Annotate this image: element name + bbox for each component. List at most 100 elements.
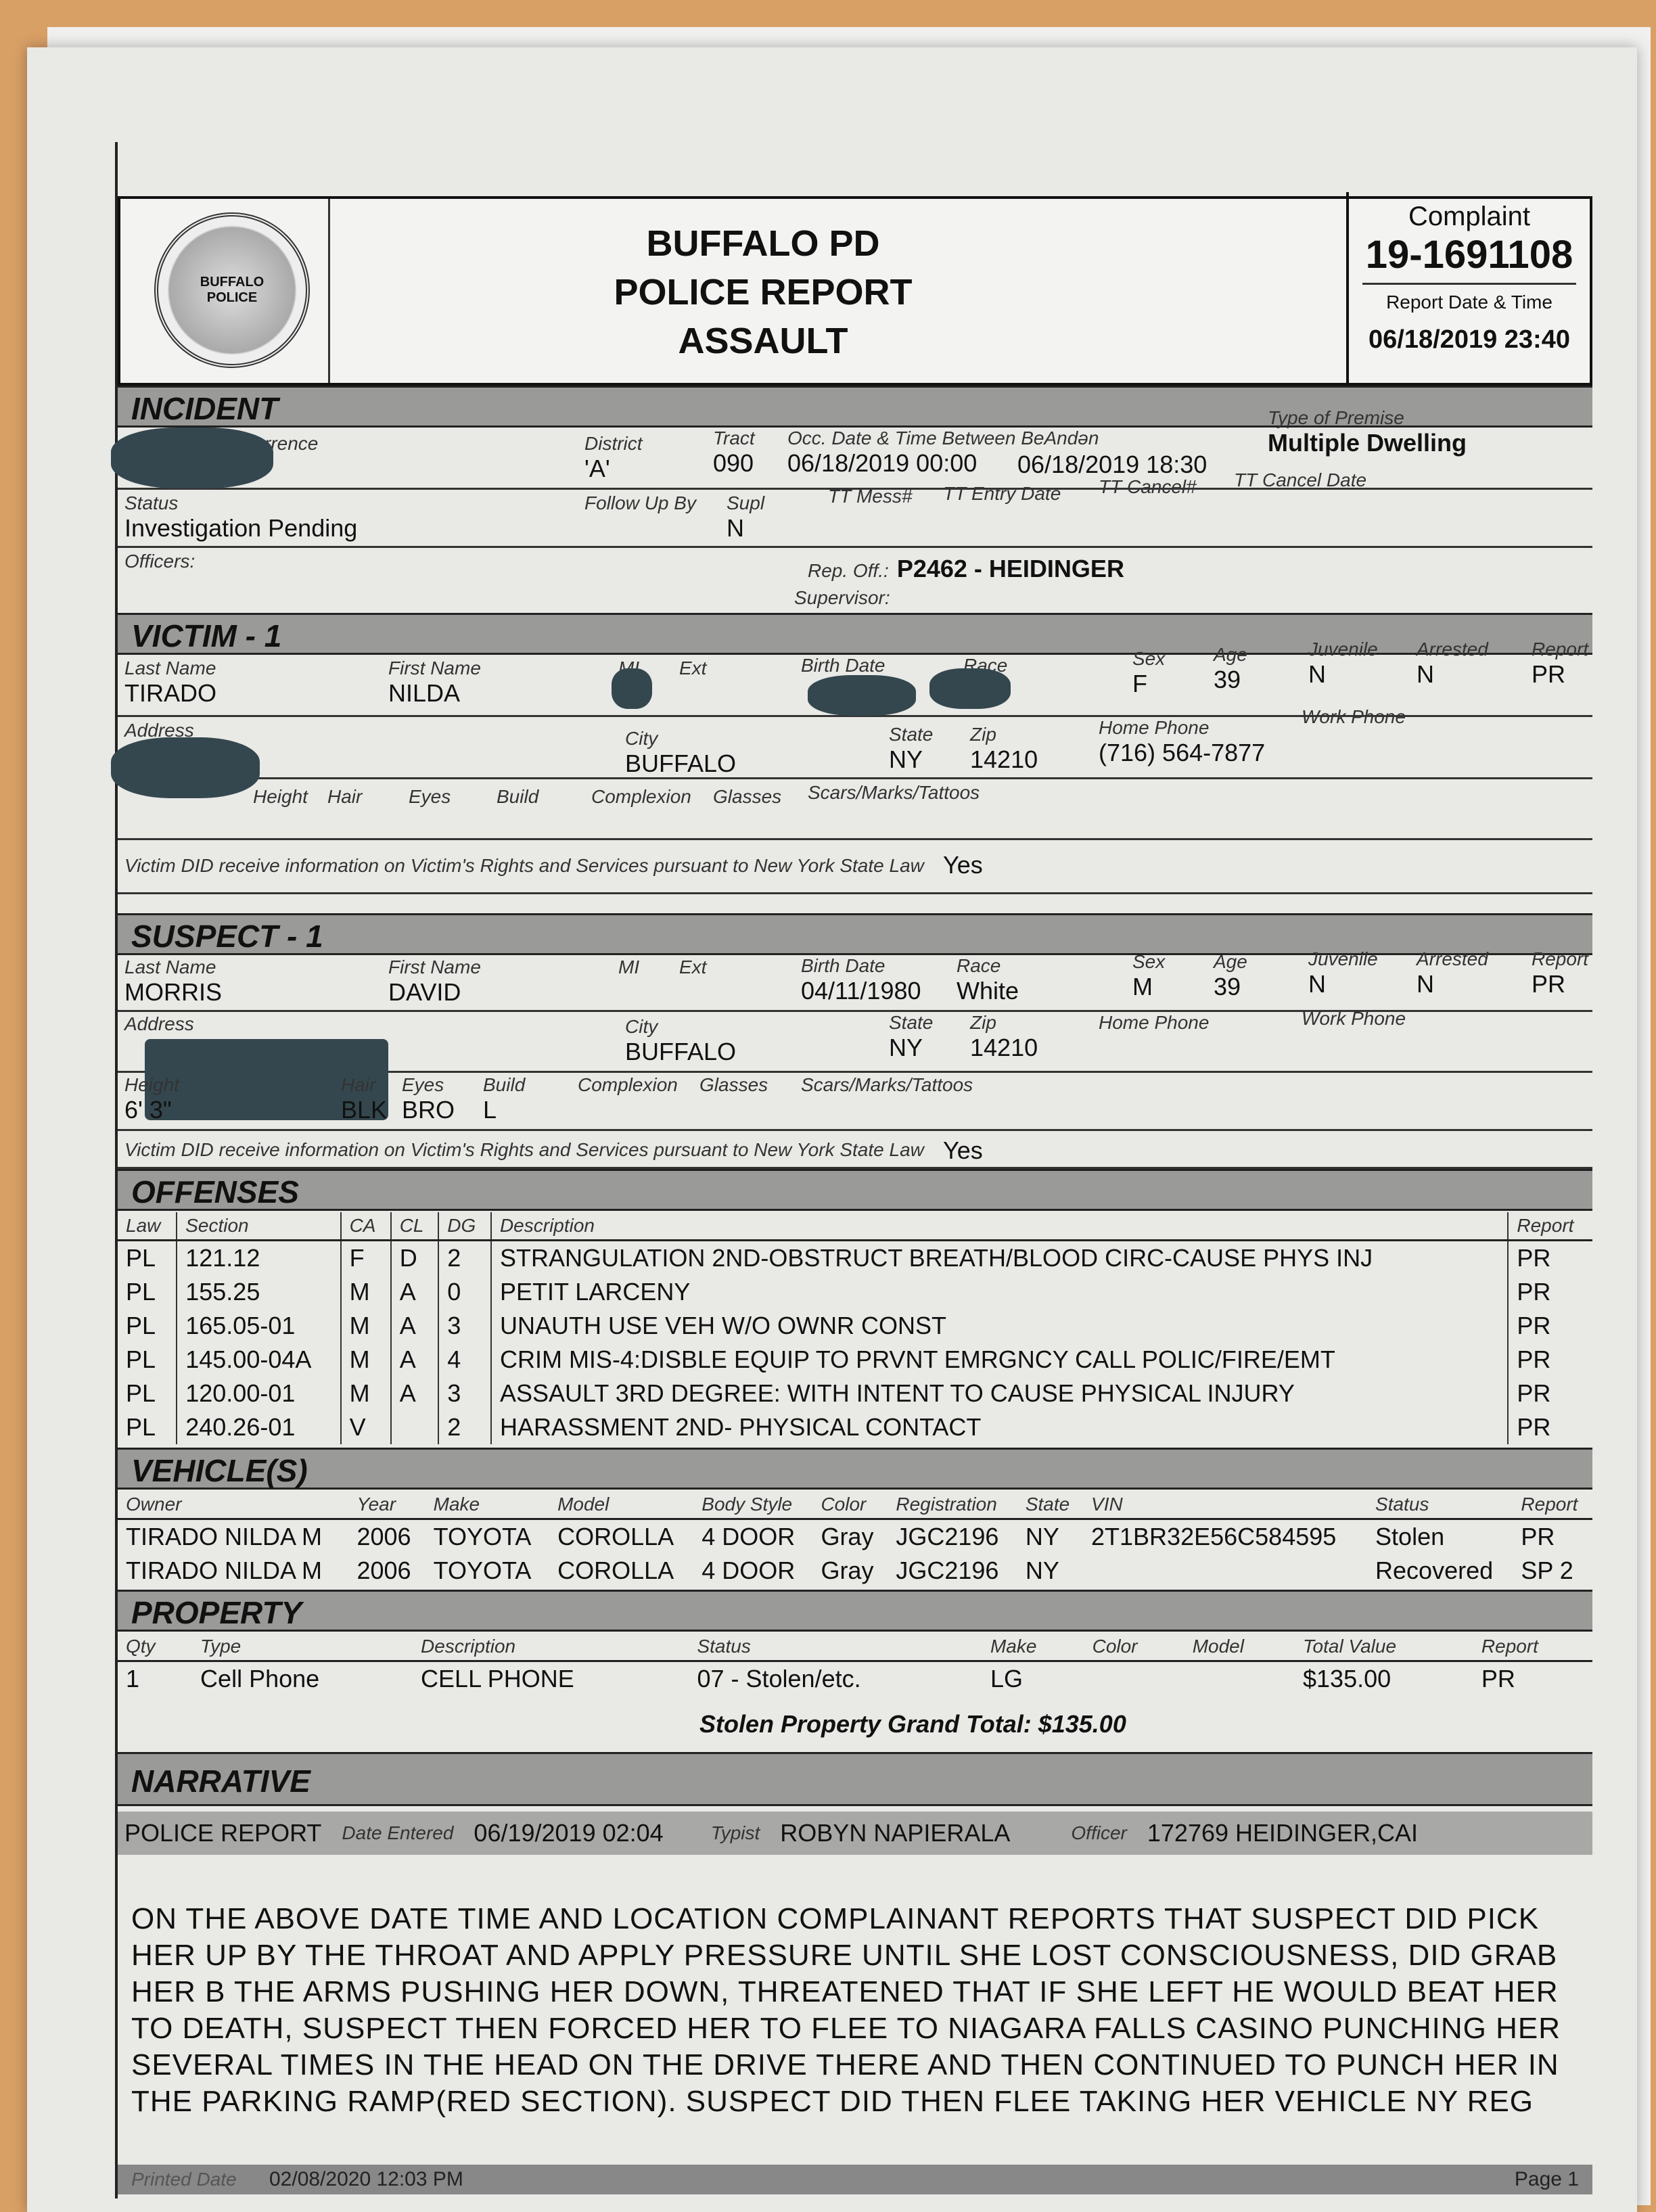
section-narrative: NARRATIVE bbox=[118, 1752, 1592, 1806]
supervisor-label: Supervisor: bbox=[794, 587, 890, 608]
victim-rights-value: Yes bbox=[943, 851, 983, 879]
column-header: Section bbox=[177, 1212, 342, 1241]
incident-row-1: Address of Occurrence District'A' Tract0… bbox=[111, 407, 1592, 490]
table-cell: PL bbox=[118, 1275, 178, 1309]
supl: N bbox=[727, 514, 744, 542]
city-label: City bbox=[625, 728, 658, 749]
table-cell: PR bbox=[1517, 1278, 1551, 1306]
suspect-last-name: MORRIS bbox=[124, 978, 222, 1006]
complaint-box: Complaint 19-1691108 Report Date & Time … bbox=[1346, 192, 1590, 388]
occ-to: 06/18/2019 18:30 bbox=[1017, 451, 1208, 478]
table-cell: Cell Phone bbox=[200, 1665, 320, 1692]
last-name-label: Last Name bbox=[124, 658, 216, 678]
table-cell: PR bbox=[1521, 1523, 1555, 1550]
table-cell: $135.00 bbox=[1303, 1665, 1392, 1692]
redaction bbox=[111, 737, 260, 798]
table-cell: PR bbox=[1517, 1413, 1551, 1441]
column-header: Model bbox=[1184, 1633, 1295, 1662]
complexion-label: Complexion bbox=[578, 1074, 678, 1095]
table-cell: Recovered bbox=[1375, 1557, 1494, 1584]
complaint-label: Complaint bbox=[1408, 202, 1531, 231]
city-label: City bbox=[625, 1016, 658, 1037]
state-label: State bbox=[889, 1012, 934, 1033]
status-label: Status bbox=[124, 492, 179, 513]
table-cell: V bbox=[340, 1410, 392, 1444]
table-cell: PL bbox=[118, 1410, 178, 1444]
tt-mess-label: TT Mess# bbox=[828, 486, 913, 507]
narrative-meta: POLICE REPORT Date Entered 06/19/2019 02… bbox=[118, 1812, 1592, 1855]
redaction bbox=[145, 1039, 388, 1120]
state-label: State bbox=[889, 724, 934, 745]
victim-rights-text: Victim DID receive information on Victim… bbox=[124, 855, 924, 876]
column-header: Year bbox=[348, 1491, 426, 1520]
suspect-state: NY bbox=[889, 1034, 923, 1061]
table-cell: 2006 bbox=[356, 1557, 411, 1584]
table-cell: CELL PHONE bbox=[421, 1665, 574, 1692]
birth-label: Birth Date bbox=[801, 655, 886, 676]
table-cell: PETIT LARCENY bbox=[490, 1275, 1509, 1309]
supl-label: Supl bbox=[727, 492, 765, 513]
column-header: Make bbox=[982, 1633, 1084, 1662]
table-cell bbox=[1184, 1661, 1295, 1697]
sex-label: Sex bbox=[1132, 951, 1166, 972]
agency: BUFFALO PD bbox=[646, 223, 880, 264]
table-cell: M bbox=[340, 1343, 392, 1377]
table-cell: M bbox=[340, 1275, 392, 1309]
table-cell: A bbox=[390, 1377, 440, 1410]
victim-sex: F bbox=[1132, 670, 1147, 697]
table-cell: HARASSMENT 2ND- PHYSICAL CONTACT bbox=[490, 1410, 1509, 1444]
race-label: Race bbox=[957, 955, 1001, 976]
table-cell: 07 - Stolen/etc. bbox=[697, 1665, 861, 1692]
ext-label: Ext bbox=[679, 658, 707, 678]
table-cell: M bbox=[340, 1377, 392, 1410]
section-offenses: OFFENSES bbox=[118, 1169, 1592, 1211]
hair-label: Hair bbox=[327, 786, 363, 807]
narrative-text: ON THE ABOVE DATE TIME AND LOCATION COMP… bbox=[131, 1902, 1561, 2118]
column-header: Status bbox=[1367, 1491, 1513, 1520]
table-cell: PR bbox=[1481, 1665, 1515, 1692]
arrested-label: Arrested bbox=[1417, 948, 1488, 969]
table-cell: PR bbox=[1517, 1244, 1551, 1272]
suspect-eyes: BRO bbox=[402, 1096, 455, 1124]
column-header: Report bbox=[1513, 1491, 1592, 1520]
victim-juvenile: N bbox=[1308, 660, 1326, 688]
column-header: Description bbox=[490, 1212, 1509, 1241]
table-cell bbox=[1083, 1554, 1367, 1588]
suspect-row-3: Height 6' 3" Hair BLK Eyes BRO Build L Compl… bbox=[118, 1073, 1592, 1131]
column-header: CA bbox=[340, 1212, 392, 1241]
suspect-rights-row: Victim DID receive information on Victim… bbox=[118, 1131, 1592, 1169]
table-cell: Gray bbox=[821, 1557, 874, 1584]
narrative-type: POLICE REPORT bbox=[124, 1819, 322, 1847]
suspect-race: White bbox=[957, 977, 1019, 1005]
tt-cancel-date-label: TT Cancel Date bbox=[1234, 469, 1367, 490]
glasses-label: Glasses bbox=[713, 786, 782, 807]
victim-zip: 14210 bbox=[970, 745, 1038, 773]
eyes-label: Eyes bbox=[402, 1074, 444, 1095]
suspect-rights-value: Yes bbox=[943, 1136, 983, 1164]
rep-off: P2462 - HEIDINGER bbox=[896, 555, 1124, 582]
table-cell: 165.05-01 bbox=[177, 1309, 342, 1343]
table-row: PL 155.25 M A 0 PETIT LARCENY PR bbox=[118, 1275, 1592, 1309]
police-report-form: BUFFALO POLICE BUFFALO PD POLICE REPORT A… bbox=[111, 142, 1592, 2198]
victim-report: PR bbox=[1532, 660, 1566, 688]
column-header: Model bbox=[549, 1491, 694, 1520]
column-header: Report bbox=[1473, 1633, 1592, 1662]
table-row: TIRADO NILDA M 2006 TOYOTA COROLLA 4 DOOR Gra… bbox=[118, 1519, 1592, 1554]
table-cell: F bbox=[340, 1240, 392, 1275]
table-cell: PL bbox=[118, 1343, 178, 1377]
address-label: Address bbox=[124, 720, 194, 741]
victim-row-2: Address City BUFFALO State NY Zip 14210 Hom… bbox=[111, 706, 1592, 798]
report-dt: 06/18/2019 23:40 bbox=[1368, 325, 1570, 354]
table-cell: TOYOTA bbox=[433, 1523, 532, 1550]
suspect-report: PR bbox=[1532, 970, 1566, 998]
rep-off-label: Rep. Off.: bbox=[808, 560, 889, 581]
district-label: District bbox=[584, 433, 643, 454]
birth-label: Birth Date bbox=[801, 955, 886, 976]
column-header: Owner bbox=[118, 1491, 349, 1520]
victim-row-3: Height Hair Eyes Build Complexion Glasse… bbox=[118, 779, 1592, 840]
eyes-label: Eyes bbox=[409, 786, 451, 807]
victim-state: NY bbox=[889, 745, 923, 773]
column-header: Body Style bbox=[693, 1491, 813, 1520]
ext-label: Ext bbox=[679, 957, 707, 977]
